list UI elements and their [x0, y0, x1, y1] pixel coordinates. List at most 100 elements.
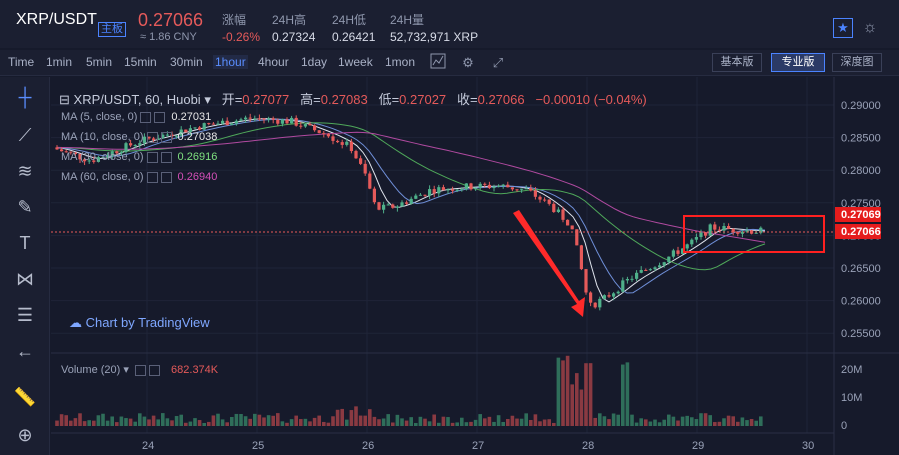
volume-bar	[335, 409, 340, 426]
volume-bar	[759, 416, 763, 426]
candle-body	[271, 118, 275, 120]
ma-value: 0.26916	[177, 151, 218, 163]
candle-body	[635, 272, 639, 279]
zoom-in-icon[interactable]: ⊕	[17, 425, 33, 445]
settings-icon[interactable]	[146, 171, 158, 183]
volume-bar	[478, 414, 482, 426]
volume-bar	[119, 416, 124, 426]
volume-value: 682.374K	[171, 364, 219, 376]
ma-legend-row[interactable]: MA (5, close, 0) 0.27031	[61, 111, 211, 123]
candle-body	[368, 173, 372, 189]
close-icon[interactable]	[160, 131, 172, 143]
close-icon[interactable]	[154, 111, 166, 123]
ma-legend-row[interactable]: MA (10, close, 0) 0.27038	[61, 131, 217, 143]
close-icon[interactable]	[160, 151, 172, 163]
basic-version-button[interactable]: 基本版	[712, 53, 762, 72]
candle-body	[694, 237, 698, 240]
volume-bar	[621, 364, 625, 426]
volume-bar	[193, 418, 197, 426]
back-arrow-icon[interactable]: ←	[16, 341, 34, 361]
volume-bar	[239, 414, 243, 426]
fullscreen-icon[interactable]: ⤢	[492, 55, 504, 70]
volume-bar	[266, 415, 271, 426]
volume-bar	[703, 413, 708, 426]
chevron-down-icon[interactable]: ▾	[204, 92, 211, 107]
settings-icon[interactable]	[140, 111, 152, 123]
price-chart[interactable]: 0.290000.285000.280000.275000.270000.265…	[51, 77, 899, 455]
star-icon[interactable]: ★	[833, 18, 853, 38]
pair-name[interactable]: XRP/USDT	[16, 11, 97, 28]
volume-bar	[662, 419, 666, 426]
settings-icon[interactable]	[146, 131, 158, 143]
volume-bar	[253, 413, 257, 426]
ma-legend-row[interactable]: MA (30, close, 0) 0.26916	[61, 151, 217, 163]
price-tag-close: 0.27066	[841, 226, 881, 238]
candle-body	[156, 138, 160, 140]
candle-body	[308, 124, 312, 126]
indicator-icon[interactable]	[428, 53, 448, 73]
candle-body	[543, 199, 547, 201]
collapse-icon[interactable]: ⊟	[59, 92, 70, 107]
candle-body	[221, 120, 225, 124]
candle-body	[469, 183, 473, 190]
pro-version-button[interactable]: 专业版	[771, 53, 825, 72]
volume-bar	[726, 415, 731, 426]
settings-icon[interactable]: ⚙	[462, 55, 474, 70]
chevron-down-icon: ▾	[123, 364, 129, 376]
volume-bar	[547, 419, 551, 426]
timeframe-5min[interactable]: 5min	[86, 55, 113, 69]
ruler-icon[interactable]: 📏	[13, 387, 37, 407]
chart-pane[interactable]: 0.290000.285000.280000.275000.270000.265…	[51, 77, 899, 455]
candle-body	[87, 160, 91, 162]
volume-bar	[690, 417, 694, 426]
timeframe-1day[interactable]: 1day	[301, 55, 328, 69]
fibonacci-icon[interactable]: ☰	[16, 305, 34, 325]
timeframe-15min[interactable]: 15min	[124, 55, 157, 69]
ma-label: MA (5, close, 0)	[61, 111, 138, 123]
trendline-icon[interactable]: ⟋	[18, 125, 32, 145]
volume-legend[interactable]: Volume (20) ▾ 682.374K	[61, 363, 218, 376]
candle-body	[759, 227, 763, 233]
timeframe-1hour[interactable]: 1hour	[213, 55, 248, 69]
close-icon[interactable]	[148, 364, 160, 376]
ohlc-legend: ⊟ XRP/USDT, 60, Huobi ▾ 开=0.27077 高=0.27…	[59, 89, 647, 108]
ma-legend-row[interactable]: MA (60, close, 0) 0.26940	[61, 171, 217, 183]
candle-body	[478, 183, 482, 188]
candle-body	[754, 232, 758, 234]
candle-body	[713, 224, 717, 230]
theme-icon[interactable]: ☼	[862, 19, 878, 36]
volume-bar	[607, 419, 611, 426]
candle-body	[382, 204, 386, 210]
candle-body	[556, 209, 560, 213]
multiline-icon[interactable]: ≋	[17, 161, 33, 181]
chart-title[interactable]: XRP/USDT, 60, Huobi	[73, 92, 201, 107]
volume-bar	[533, 414, 538, 426]
settings-icon[interactable]	[134, 364, 146, 376]
highlight-box	[683, 215, 825, 253]
close-icon[interactable]	[160, 171, 172, 183]
timeframe-1mon[interactable]: 1mon	[385, 55, 416, 69]
volume-bar	[243, 416, 248, 426]
timeframe-30min[interactable]: 30min	[170, 55, 203, 69]
depth-chart-button[interactable]: 深度图	[832, 53, 882, 72]
timeframe-time[interactable]: Time	[8, 55, 35, 69]
volume-bar	[515, 418, 519, 426]
settings-icon[interactable]	[146, 151, 158, 163]
candle-body	[501, 184, 505, 186]
crosshair-icon[interactable]: ┼	[18, 87, 32, 107]
volume-tick-label: 10M	[841, 392, 862, 404]
pattern-icon[interactable]: ⋈	[16, 269, 34, 289]
timeframe-1week[interactable]: 1week	[338, 55, 373, 69]
timeframe-1min[interactable]: 1min	[46, 55, 73, 69]
moving-average-line	[56, 131, 766, 243]
tradingview-watermark[interactable]: ☁ Chart by TradingView	[69, 315, 210, 331]
text-icon[interactable]: T	[19, 233, 31, 253]
timeframe-4hour[interactable]: 4hour	[258, 55, 289, 69]
volume-bar	[694, 419, 699, 426]
candle-body	[464, 183, 468, 190]
volume-bar	[156, 419, 160, 426]
brush-icon[interactable]: ✎	[17, 197, 33, 217]
volume-label: Volume (20)	[61, 364, 121, 376]
volume-bar	[496, 415, 501, 426]
date-tick-label: 26	[362, 440, 374, 452]
